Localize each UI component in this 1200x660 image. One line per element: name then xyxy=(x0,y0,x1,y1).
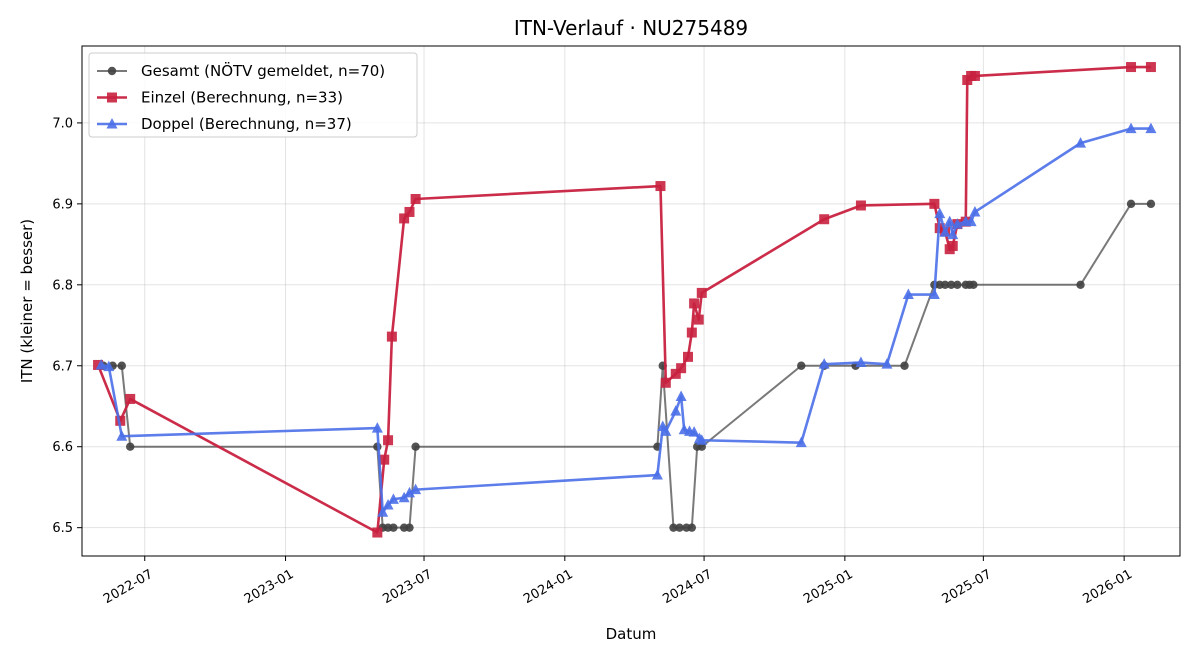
data-point xyxy=(651,469,663,480)
data-point xyxy=(411,442,420,451)
y-tick-label: 6.8 xyxy=(52,278,73,293)
data-point xyxy=(403,486,415,498)
y-tick-label: 6.7 xyxy=(52,359,73,374)
y-tick-label: 6.5 xyxy=(52,521,73,536)
data-point xyxy=(660,377,671,388)
data-point xyxy=(947,240,958,251)
data-point xyxy=(379,454,390,465)
data-point xyxy=(399,213,410,224)
data-point xyxy=(819,214,830,225)
data-point xyxy=(117,361,126,370)
data-point xyxy=(660,425,672,436)
data-point xyxy=(1145,122,1157,134)
data-point xyxy=(1125,122,1137,134)
data-point xyxy=(969,205,981,217)
data-point xyxy=(934,207,946,219)
legend: Gesamt (NÖTV gemeldet, n=70) Einzel (Bere… xyxy=(88,52,418,138)
data-point xyxy=(389,523,398,532)
legend-marker xyxy=(106,118,118,129)
data-point xyxy=(696,434,708,445)
y-tick-label: 6.6 xyxy=(52,440,73,455)
data-point xyxy=(383,435,394,446)
data-point xyxy=(902,288,914,300)
data-point xyxy=(1075,137,1087,148)
data-point xyxy=(1146,199,1156,209)
legend-label: Doppel (Berechnung, n=37) xyxy=(141,115,352,133)
data-point xyxy=(929,198,940,209)
y-tick-label: 7.0 xyxy=(52,116,73,131)
data-point xyxy=(969,70,980,81)
data-point xyxy=(965,215,977,227)
data-point xyxy=(947,280,956,290)
data-point xyxy=(126,442,135,451)
data-point xyxy=(410,483,422,495)
data-point xyxy=(676,363,687,374)
data-point xyxy=(655,181,666,192)
data-point xyxy=(116,430,128,441)
chart-title: ITN-Verlauf · NU275489 xyxy=(514,16,748,40)
data-point xyxy=(410,194,421,204)
data-point xyxy=(669,523,678,532)
data-point xyxy=(675,390,687,402)
data-point xyxy=(386,331,397,342)
data-point xyxy=(125,393,136,404)
legend-item: Doppel (Berechnung, n=37) xyxy=(97,115,352,133)
y-tick-label: 6.9 xyxy=(52,197,73,212)
data-point xyxy=(405,523,414,532)
data-point xyxy=(939,226,951,237)
data-point xyxy=(797,361,806,370)
data-point xyxy=(855,200,866,211)
data-point xyxy=(371,422,383,433)
data-point xyxy=(377,506,389,517)
data-point xyxy=(683,351,694,362)
data-point xyxy=(940,280,950,290)
data-point xyxy=(1126,62,1137,73)
plot-frame xyxy=(81,45,1181,557)
legend-label: Einzel (Berechnung, n=33) xyxy=(141,89,343,107)
data-point xyxy=(686,327,697,338)
series-triangle xyxy=(95,122,1157,517)
data-point xyxy=(951,218,963,229)
data-point xyxy=(382,499,394,510)
series-layer xyxy=(93,62,1157,538)
data-point xyxy=(928,288,940,300)
data-point xyxy=(675,523,684,532)
data-point xyxy=(947,228,959,240)
data-point xyxy=(818,358,830,369)
data-point xyxy=(103,360,115,372)
legend-label: Gesamt (NÖTV gemeldet, n=70) xyxy=(141,61,385,80)
data-point xyxy=(115,415,126,426)
data-point xyxy=(404,206,415,217)
data-point xyxy=(900,361,909,370)
legend-marker xyxy=(107,92,117,103)
data-point xyxy=(944,215,956,227)
data-point xyxy=(1145,62,1156,73)
data-point xyxy=(687,523,697,532)
data-point xyxy=(881,358,893,369)
data-point xyxy=(693,314,704,325)
legend-marker xyxy=(107,66,117,76)
data-point xyxy=(696,287,707,298)
data-point xyxy=(688,426,700,437)
data-point xyxy=(372,527,383,538)
x-axis-label: Datum xyxy=(606,625,657,643)
legend-item: Gesamt (NÖTV gemeldet, n=70) xyxy=(97,61,385,80)
data-point xyxy=(387,493,399,504)
data-point xyxy=(1126,199,1136,209)
data-point xyxy=(953,280,962,290)
data-point xyxy=(398,491,410,503)
data-point xyxy=(689,298,700,309)
y-axis-label: ITN (kleiner = besser) xyxy=(18,219,36,383)
legend-item: Einzel (Berechnung, n=33) xyxy=(97,89,343,107)
data-point xyxy=(795,436,807,448)
data-point xyxy=(95,358,107,370)
data-point xyxy=(670,405,682,416)
data-point xyxy=(1076,280,1085,290)
data-point xyxy=(670,368,681,379)
legend-box xyxy=(88,52,418,138)
data-point xyxy=(969,280,978,290)
data-point xyxy=(855,356,867,368)
